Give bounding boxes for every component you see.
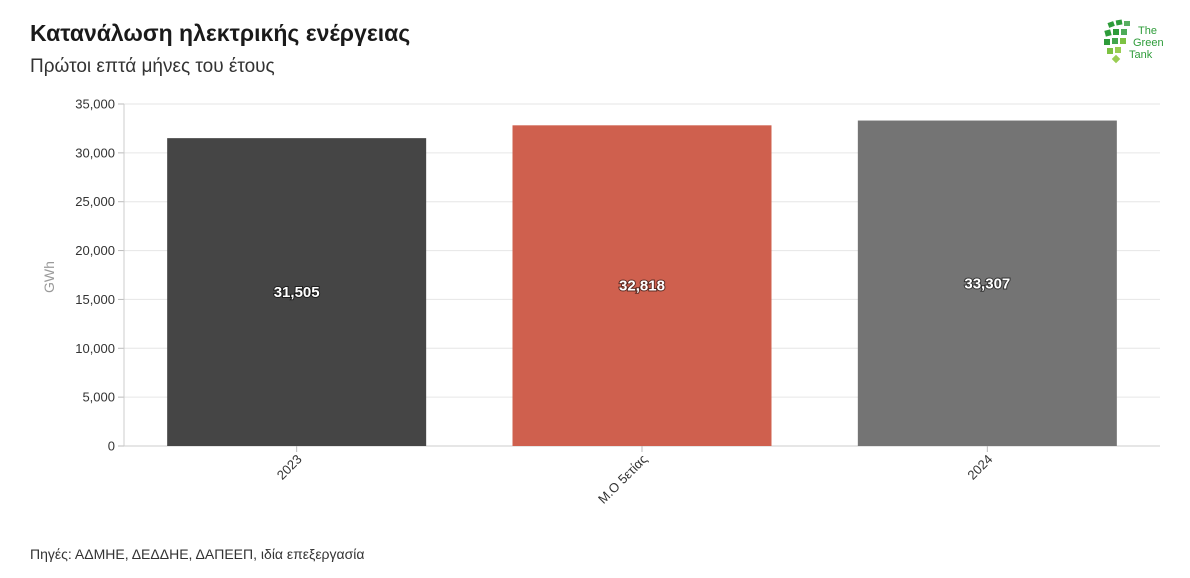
bar-value-label: 33,307 — [964, 275, 1010, 292]
chart-subtitle: Πρώτοι επτά μήνες του έτους — [30, 56, 275, 77]
bar-value-label: 31,505 — [274, 284, 320, 301]
y-axis-title: GWh — [41, 261, 57, 293]
bar-value-label: 32,818 — [619, 278, 665, 295]
x-tick-label: 2024 — [964, 452, 995, 483]
x-tick-label: 2023 — [274, 452, 305, 483]
y-tick-label: 5,000 — [82, 390, 115, 405]
logo-text-tank: Tank — [1129, 49, 1153, 61]
bar-1 — [167, 138, 427, 447]
y-tick-label: 30,000 — [75, 145, 115, 160]
y-tick-label: 25,000 — [75, 194, 115, 209]
y-tick-label: 35,000 — [75, 97, 115, 112]
the-green-tank-logo: The Green Tank — [1100, 16, 1180, 72]
chart-title: Κατανάλωση ηλεκτρικής ενέργειας — [30, 20, 411, 46]
logo-text-green: Green — [1133, 37, 1164, 49]
bar-3 — [857, 120, 1117, 446]
x-tick-label: Μ.Ο 5ετίας — [595, 452, 650, 507]
y-tick-label: 20,000 — [75, 243, 115, 258]
source-note: Πηγές: ΑΔΜΗΕ, ΔΕΔΔΗΕ, ΔΑΠΕΕΠ, ιδία επεξε… — [30, 546, 365, 562]
y-tick-label: 15,000 — [75, 292, 115, 307]
y-tick-label: 10,000 — [75, 341, 115, 356]
leaf-grid-icon — [1104, 19, 1130, 64]
y-tick-label: 0 — [108, 439, 115, 454]
logo-text-the: The — [1138, 25, 1157, 37]
bar-2 — [512, 125, 772, 446]
